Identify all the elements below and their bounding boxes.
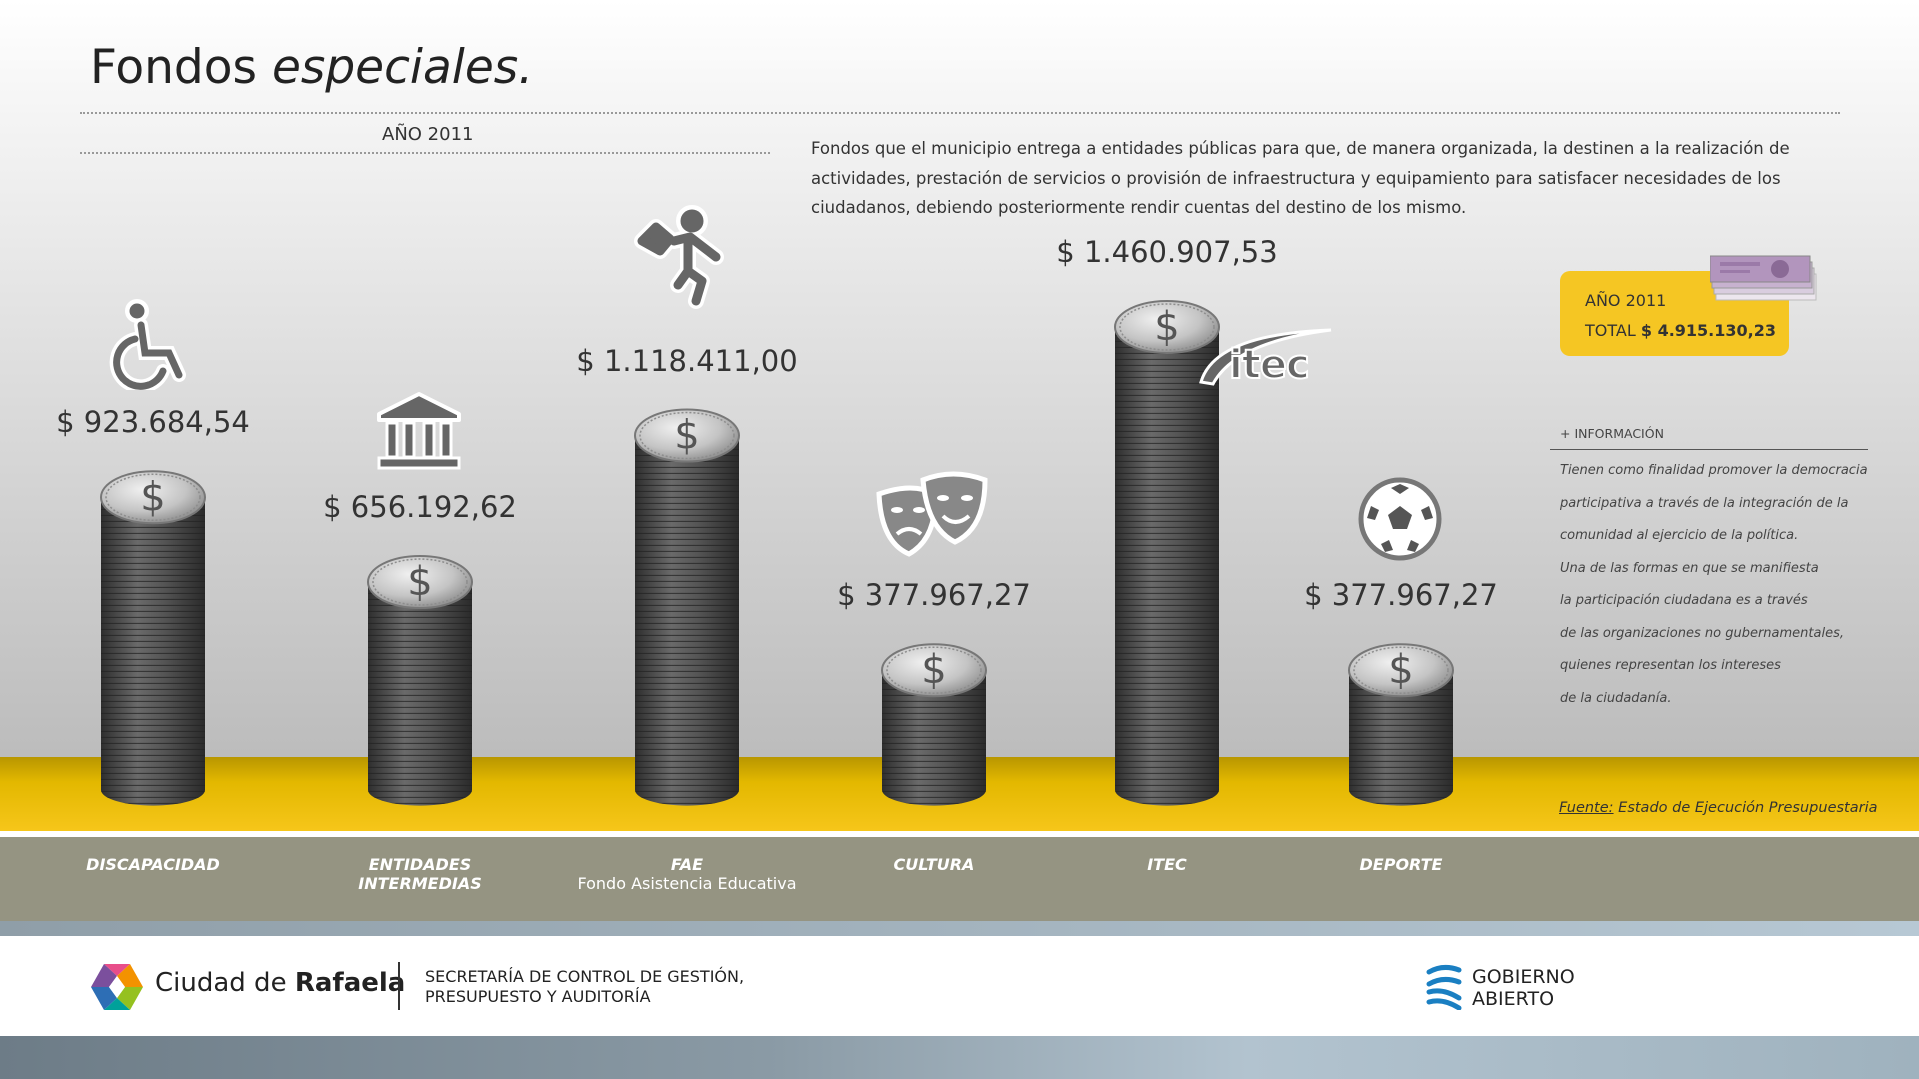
year-divider [80,152,770,154]
city-regular: Ciudad de [155,968,287,998]
info-line: comunidad al ejercicio de la política. [1560,528,1799,543]
info-line: de la ciudadanía. [1560,690,1672,706]
info-text: Tienen como finalidad promover la democr… [1560,455,1880,715]
year-heading: AÑO 2011 [382,124,474,145]
building-columns-icon [377,392,461,470]
source-text: Estado de Ejecución Presupuestaria [1618,800,1878,816]
city-bold: Rafaela [294,968,406,998]
header-divider [80,112,1840,114]
decorative-strip-bottom [0,1036,1919,1079]
coin-stack-ridges [882,670,986,806]
coin-rim [639,411,735,460]
coin-top [1348,643,1454,698]
coin-top [100,470,206,525]
total-value: $ 4.915.130,23 [1640,321,1776,340]
coin-stack-bar: $ [881,643,987,806]
total-line: TOTAL $ 4.915.130,23 [1585,321,1776,340]
coin-rim [886,646,982,694]
page-title: Fondos especiales. [90,40,533,95]
source-label: Fuente: [1559,800,1614,816]
coin-rim [1353,646,1449,694]
footer-divider [398,962,400,1010]
value-label: $ 923.684,54 [56,405,250,440]
rafaela-logo-icon [91,964,143,1010]
dollar-sign-icon: $ [1154,304,1179,350]
gobierno-abierto-text: GOBIERNO ABIERTO [1472,966,1575,1010]
value-label: $ 377.967,27 [837,578,1031,613]
info-line: la participación ciudadana es a través [1560,593,1808,608]
coin-rim [372,558,468,606]
banknotes-icon [1710,255,1817,301]
coin-stack-bar: $ [1348,643,1454,806]
soccer-ball-icon [1358,477,1442,561]
gob-line: GOBIERNO [1472,966,1575,988]
dollar-sign-icon: $ [140,474,165,520]
coin-stack-ridges [101,497,205,806]
dollar-sign-icon: $ [921,647,946,693]
coin-rim [105,473,201,522]
footer [0,936,1919,1036]
coin-stack-ridges [1115,327,1219,806]
info-line: de las organizaciones no gubernamentales… [1560,625,1844,641]
decorative-strip-top [0,921,1919,936]
coin-stack-bar: $ [634,408,740,806]
value-label: $ 1.118.411,00 [576,343,798,378]
dollar-sign-icon: $ [1388,647,1413,693]
category-band [0,837,1919,921]
category-label: ENTIDADES INTERMEDIAS [358,855,482,893]
category-label: DISCAPACIDAD [86,855,220,874]
student-running-icon [634,205,724,309]
info-line: participativa a través de la integración… [1560,495,1849,511]
category-label: DEPORTE [1359,855,1443,874]
coin-top [634,408,740,463]
secretaria-line: PRESUPUESTO Y AUDITORÍA [425,987,651,1006]
theater-masks-icon [876,471,988,557]
gobierno-abierto-icon [1426,964,1462,1010]
value-label: $ 1.460.907,53 [1056,235,1278,269]
description: Fondos que el municipio entrega a entida… [811,139,1790,217]
wheelchair-icon [109,299,186,390]
value-label: $ 656.192,62 [323,490,517,525]
secretaria-text: SECRETARÍA DE CONTROL DE GESTIÓN, PRESUP… [425,967,744,1007]
coin-top [881,643,987,698]
source-note: Fuente: Estado de Ejecución Presupuestar… [1559,800,1878,816]
coin-stack-ridges [368,582,472,806]
category-label: FAE [670,855,704,874]
coin-stack-bar: $ [1114,300,1220,806]
info-line: quienes representan los intereses [1560,658,1781,673]
info-heading: + INFORMACIÓN [1560,426,1664,441]
value-label: $ 377.967,27 [1304,578,1498,613]
gob-line: ABIERTO [1472,988,1555,1010]
total-label: TOTAL [1585,321,1636,340]
total-year: AÑO 2011 [1585,291,1667,310]
info-divider [1550,449,1868,450]
city-name: Ciudad de Rafaela [155,968,405,998]
coin-top [1114,300,1220,354]
category-label: CULTURA [893,855,975,874]
coin-top [367,555,473,610]
coin-rim [1119,303,1215,351]
coin-stack-ridges [635,435,739,806]
band-separator [0,831,1919,837]
itec-logo-icon: itec [1195,322,1335,398]
dollar-sign-icon: $ [407,559,432,605]
secretaria-line: SECRETARÍA DE CONTROL DE GESTIÓN, [425,967,745,986]
info-line: Una de las formas en que se manifiesta [1560,560,1819,576]
coin-stack-ridges [1349,670,1453,806]
dollar-sign-icon: $ [674,413,699,459]
itec-logo-text: itec [1228,341,1311,389]
coin-stack-bar: $ [367,555,473,806]
title-regular: Fondos [90,40,257,95]
category-subtitle: Fondo Asistencia Educativa [577,874,797,893]
title-italic: especiales. [271,40,534,95]
coin-stack-bar: $ [100,470,206,806]
info-line: Tienen como finalidad promover la democr… [1560,463,1868,478]
category-label: ITEC [1147,855,1187,874]
